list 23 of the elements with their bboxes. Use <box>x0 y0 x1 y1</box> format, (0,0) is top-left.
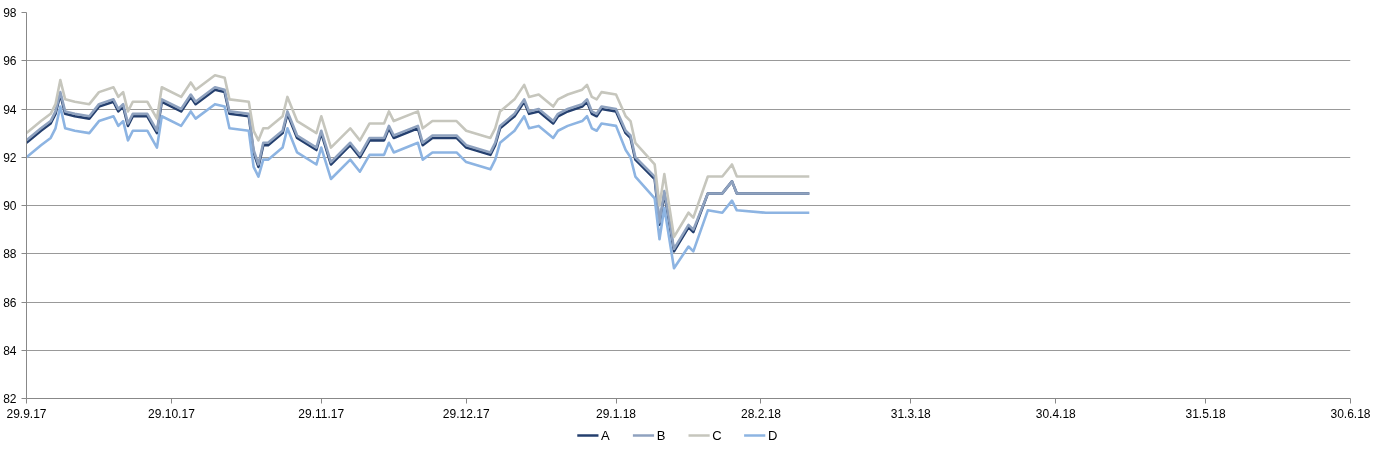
legend-label: C <box>712 428 722 443</box>
x-tick-label: 29.1.18 <box>596 406 637 421</box>
y-tick-label: 90 <box>3 199 17 213</box>
y-tick-label: 86 <box>3 295 17 310</box>
x-tick-label: 29.10.17 <box>148 406 196 421</box>
x-tick-label: 31.3.18 <box>890 406 932 421</box>
x-tick-label: 28.2.18 <box>740 406 782 421</box>
y-tick-label: 92 <box>3 150 17 165</box>
x-tick-label: 29.12.17 <box>442 406 490 421</box>
y-tick-label: 94 <box>3 102 17 117</box>
legend-label: A <box>601 428 611 443</box>
y-tick-label: 98 <box>3 6 17 20</box>
y-tick-label: 82 <box>3 392 17 406</box>
x-tick-label: 30.6.18 <box>1330 406 1371 421</box>
y-tick-label: 88 <box>3 247 17 262</box>
x-tick-label: 29.11.17 <box>298 406 345 421</box>
legend-label: D <box>767 428 778 443</box>
y-tick-label: 96 <box>3 54 17 69</box>
y-tick-label: 84 <box>3 343 17 358</box>
x-tick-label: 29.9.17 <box>6 406 47 421</box>
x-tick-label: 31.5.18 <box>1185 406 1226 421</box>
x-tick-label: 30.4.18 <box>1035 406 1077 421</box>
legend-label: B <box>656 428 666 443</box>
